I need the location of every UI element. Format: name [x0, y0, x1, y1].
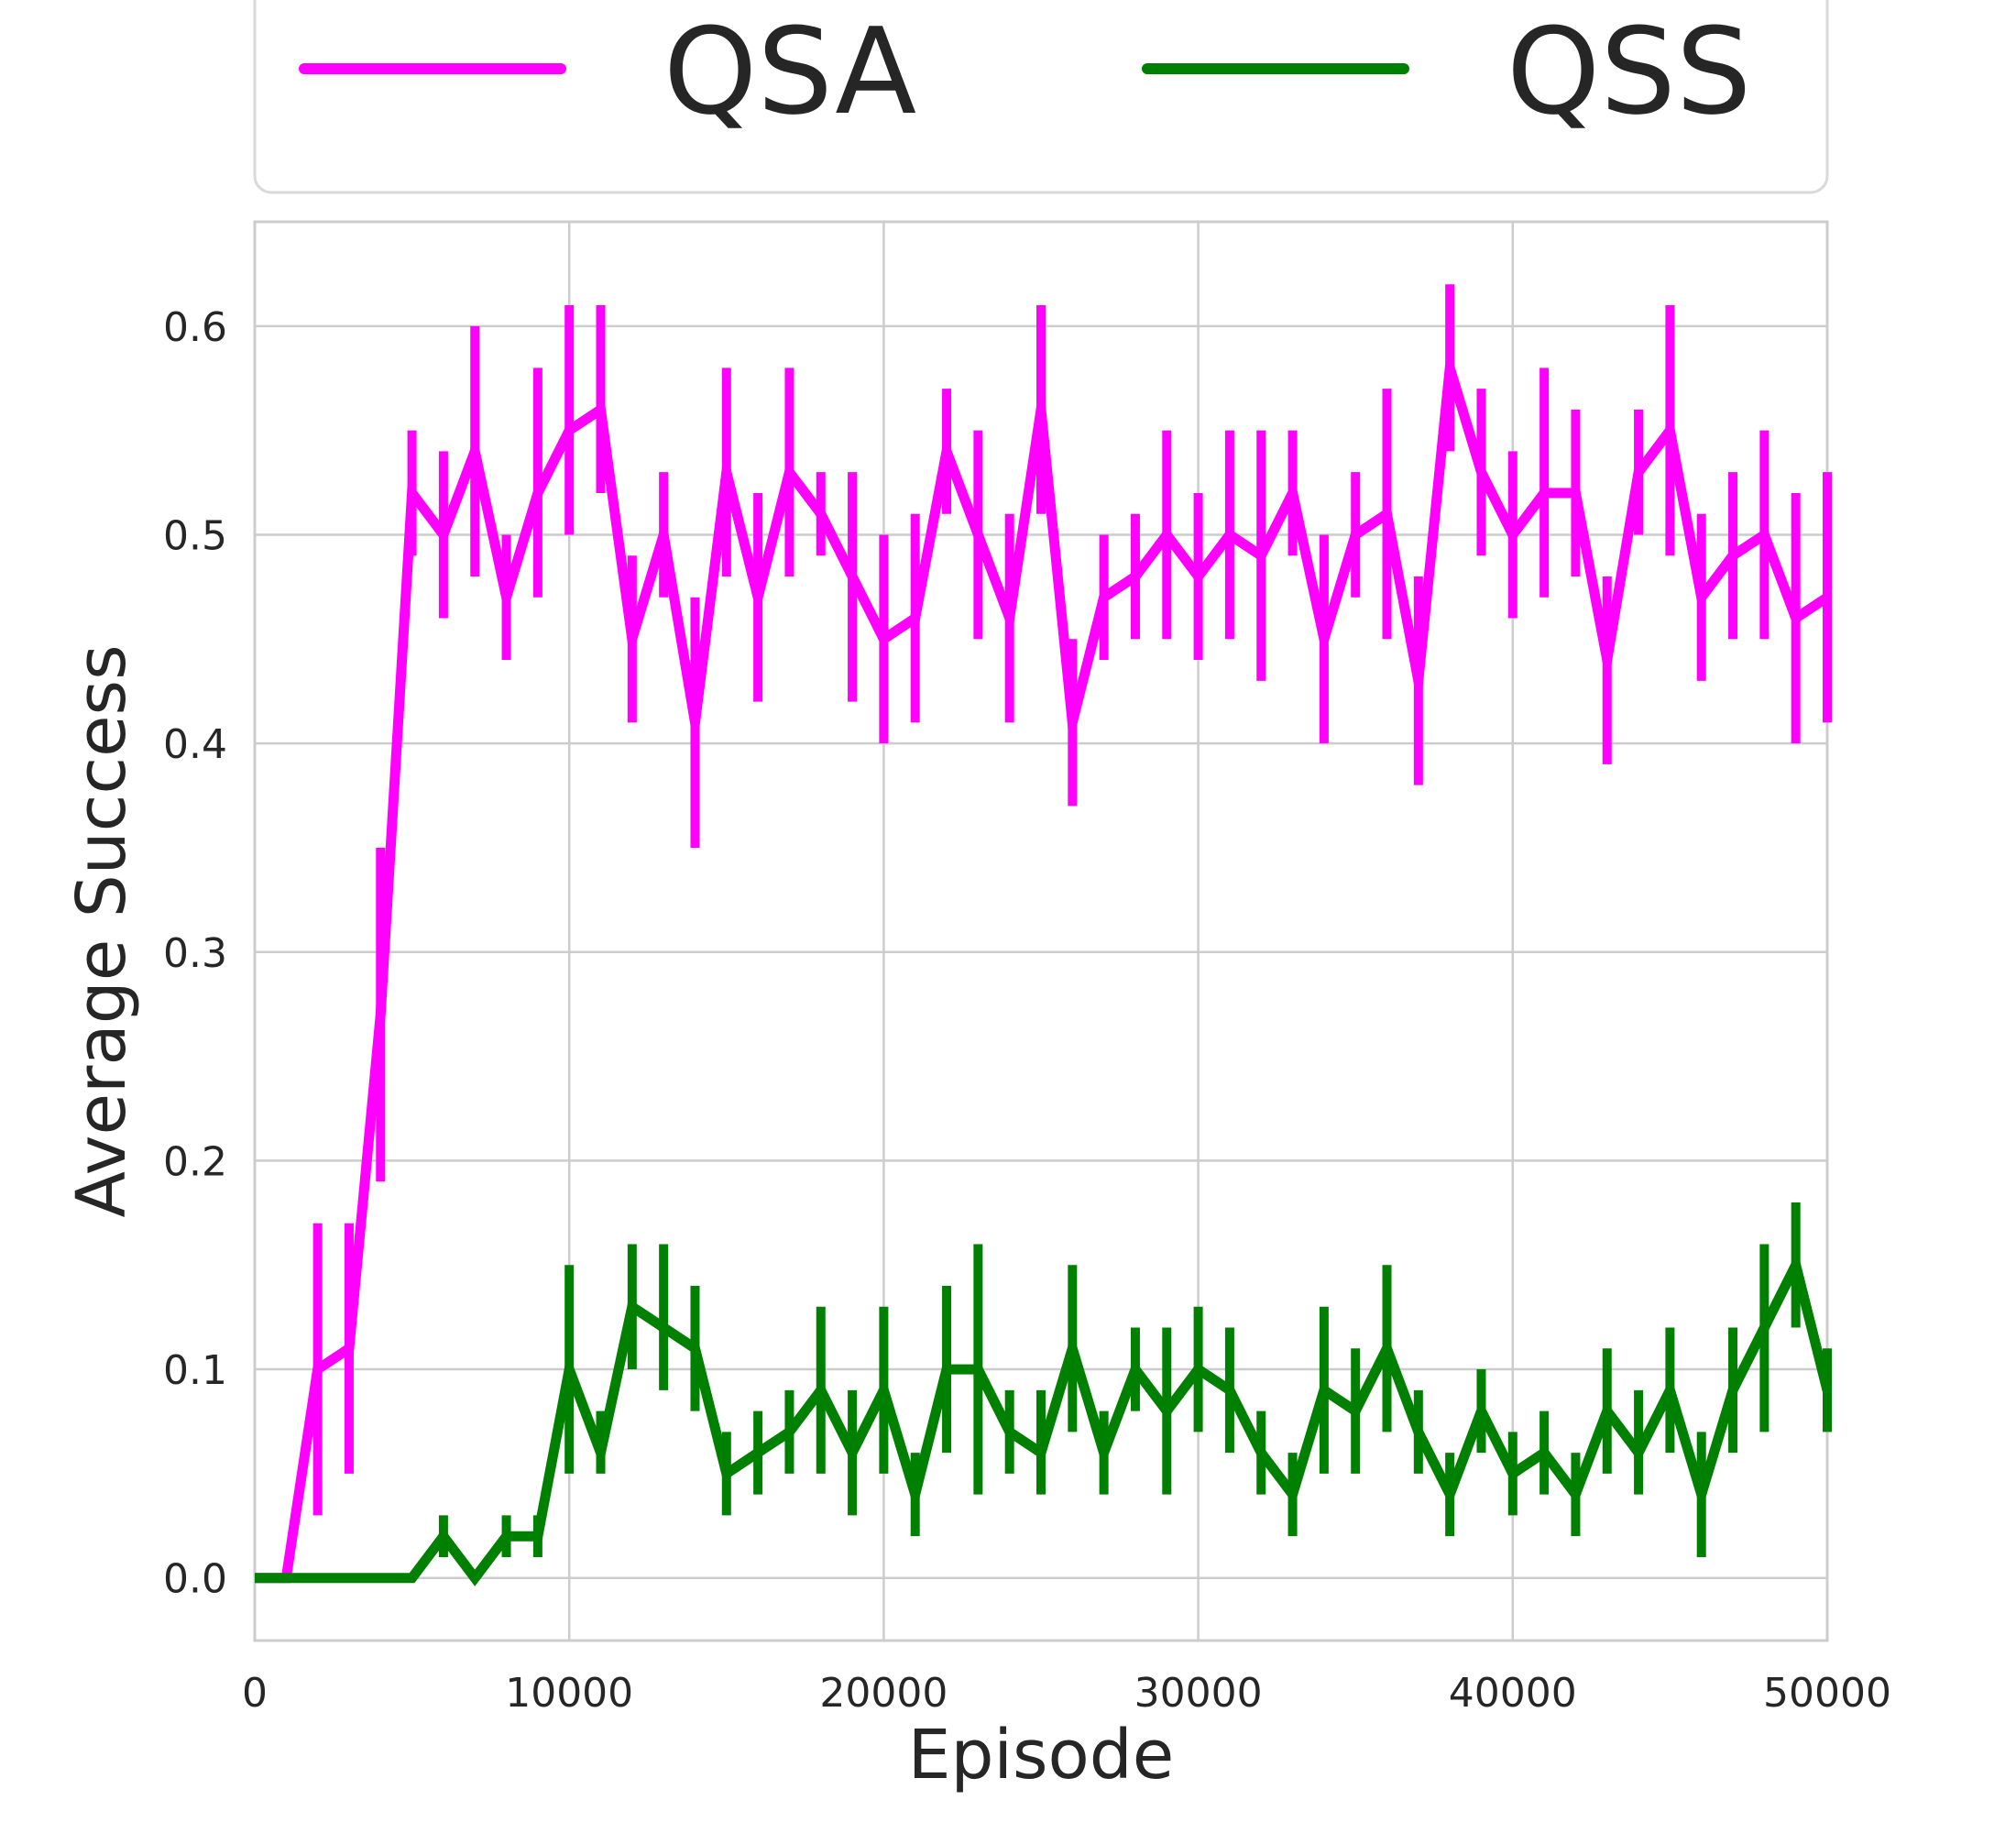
legend: QSA QSS	[253, 0, 1829, 194]
x-tick-label: 20000	[819, 1670, 948, 1717]
y-axis-title: Average Success	[62, 644, 141, 1217]
x-tick-label: 50000	[1763, 1670, 1891, 1717]
series-line-qss	[255, 1250, 1833, 1586]
series-qsa	[255, 284, 1832, 1584]
y-tick-label: 0.6	[163, 304, 227, 351]
y-tick-labels: 0.0 0.1 0.2 0.3 0.4 0.5 0.6	[163, 304, 227, 1603]
x-tick-label: 40000	[1449, 1670, 1577, 1717]
y-tick-label: 0.0	[163, 1556, 227, 1603]
legend-label-qss: QSS	[1507, 2, 1751, 141]
x-tick-label: 10000	[505, 1670, 633, 1717]
x-tick-label: 30000	[1134, 1670, 1263, 1717]
x-tick-label: 0	[242, 1670, 268, 1717]
y-gridlines	[255, 324, 1827, 1579]
y-tick-label: 0.1	[163, 1347, 227, 1394]
series-line-qsa	[255, 342, 1831, 1584]
y-tick-label: 0.2	[163, 1138, 227, 1185]
y-tick-label: 0.5	[163, 512, 227, 559]
series-qss	[255, 1202, 1833, 1586]
legend-label-qsa: QSA	[663, 2, 916, 141]
y-tick-label: 0.3	[163, 930, 227, 977]
series-layer	[255, 284, 1833, 1586]
y-tick-label: 0.4	[163, 721, 227, 768]
x-axis-title: Episode	[908, 1716, 1175, 1795]
x-tick-labels: 0 10000 20000 30000 40000 50000	[242, 1670, 1891, 1717]
legend-frame	[253, 0, 1829, 194]
